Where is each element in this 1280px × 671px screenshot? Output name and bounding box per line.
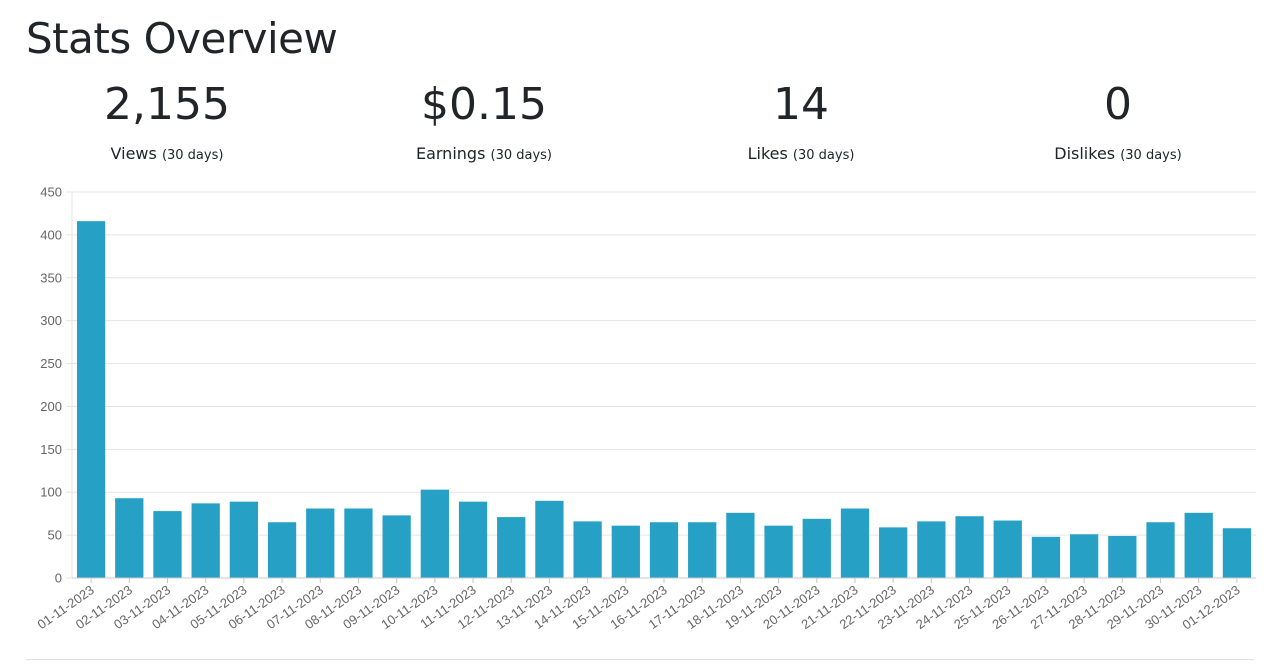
bar	[688, 522, 717, 578]
y-tick-label: 300	[40, 313, 62, 328]
y-tick-label: 450	[40, 185, 62, 200]
stat-earnings: $0.15 Earnings (30 days)	[334, 78, 634, 166]
bottom-divider	[26, 659, 1254, 660]
bar-chart-svg: 0 50 100 150 200 250 300 350 400 450 01-11-202302…	[35, 185, 1256, 633]
bar	[153, 511, 182, 578]
bar	[611, 525, 640, 578]
bar	[458, 501, 488, 578]
bar	[917, 521, 946, 578]
y-tick-label: 200	[40, 399, 62, 414]
stat-likes-period: (30 days)	[792, 148, 855, 163]
page-title: Stats Overview	[26, 14, 338, 63]
y-tick-label: 350	[40, 270, 62, 285]
bar	[229, 501, 259, 578]
bar	[649, 522, 679, 578]
stat-views-value: 2,155	[104, 79, 230, 130]
bar	[1031, 536, 1061, 578]
y-tick-label: 100	[40, 485, 62, 500]
stat-dislikes: 0 Dislikes (30 days)	[968, 78, 1268, 166]
y-tick-label: 0	[55, 571, 62, 586]
bars	[76, 221, 1252, 579]
bar	[726, 512, 755, 578]
stat-dislikes-label: Dislikes	[1054, 144, 1116, 163]
stat-likes-label: Likes	[747, 144, 788, 163]
y-axis-ticks: 0 50 100 150 200 250 300 350 400 450	[40, 185, 72, 586]
x-axis-ticks: 01-11-202302-11-202303-11-202304-11-2023…	[35, 578, 1243, 633]
stat-earnings-label-row: Earnings (30 days)	[334, 144, 634, 166]
y-tick-label: 150	[40, 442, 62, 457]
stat-dislikes-value: 0	[1104, 79, 1132, 130]
bar	[993, 520, 1022, 578]
bar	[1108, 535, 1137, 578]
views-chart: 0 50 100 150 200 250 300 350 400 450 01-11-2023 02…	[0, 180, 1280, 660]
bar	[420, 489, 449, 578]
y-tick-label: 250	[40, 356, 62, 371]
bar	[1069, 534, 1099, 578]
bar	[306, 508, 335, 578]
stat-earnings-label: Earnings	[415, 144, 486, 163]
stat-views: 2,155 Views (30 days)	[17, 78, 317, 166]
stat-dislikes-period: (30 days)	[1120, 148, 1182, 163]
bar	[955, 516, 984, 578]
bar	[1184, 512, 1213, 578]
bar	[573, 521, 602, 578]
bar	[497, 517, 526, 578]
bar	[879, 527, 908, 578]
stat-likes-label-row: Likes (30 days)	[651, 144, 951, 166]
bar	[382, 515, 411, 578]
bar	[267, 522, 297, 578]
bar	[191, 503, 220, 578]
stat-views-label-row: Views (30 days)	[17, 144, 317, 166]
stat-dislikes-label-row: Dislikes (30 days)	[968, 144, 1268, 166]
stat-likes: 14 Likes (30 days)	[651, 78, 951, 166]
y-tick-label: 400	[40, 227, 62, 242]
bar	[840, 508, 870, 578]
bar	[76, 221, 106, 579]
bar	[802, 518, 831, 578]
stat-earnings-period: (30 days)	[490, 148, 553, 163]
bar	[1146, 522, 1175, 578]
stat-likes-value: 14	[773, 79, 829, 130]
stat-views-period: (30 days)	[161, 148, 224, 163]
bar	[764, 525, 793, 578]
bar	[535, 500, 564, 578]
stat-earnings-value: $0.15	[421, 79, 547, 130]
stat-views-label: Views	[110, 144, 157, 163]
bar	[1222, 528, 1252, 578]
bar	[115, 498, 144, 578]
bar	[344, 508, 373, 578]
grid-lines	[72, 191, 1256, 536]
y-tick-label: 50	[48, 528, 62, 543]
